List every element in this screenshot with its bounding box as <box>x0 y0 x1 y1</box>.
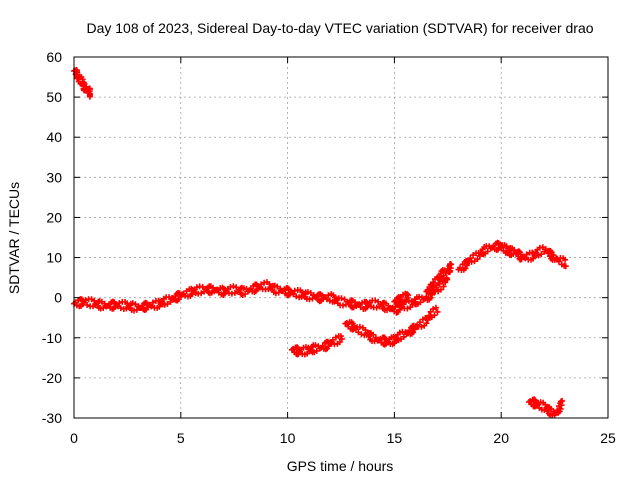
series-marks <box>455 239 569 274</box>
y-tick-label: 50 <box>46 89 62 105</box>
series-marks <box>391 290 412 308</box>
grid-lines <box>74 57 608 418</box>
y-tick-label: 10 <box>46 250 62 266</box>
y-axis-label: SDTVAR / TECUs <box>6 182 22 294</box>
axis-ticks: 0 5 10 15 20 25 -30 -20 -10 0 10 20 30 40 50 60 <box>42 49 616 446</box>
series-track-2 <box>71 274 451 316</box>
y-tick-label: -10 <box>42 330 62 346</box>
y-tick-label: -30 <box>42 410 62 426</box>
x-tick-label: 15 <box>387 430 403 446</box>
series-marks <box>288 333 345 358</box>
x-tick-label: 10 <box>280 430 296 446</box>
x-tick-label: 25 <box>600 430 616 446</box>
y-tick-label: 20 <box>46 209 62 225</box>
x-tick-label: 0 <box>70 430 78 446</box>
series-marks <box>342 304 441 348</box>
y-tick-label: 40 <box>46 129 62 145</box>
series-track-7 <box>455 239 569 274</box>
y-tick-label: 60 <box>46 49 62 65</box>
series-track-3 <box>391 290 412 308</box>
series-marks <box>526 396 566 419</box>
y-tick-label: 0 <box>54 290 62 306</box>
series-track-6 <box>342 304 441 348</box>
series-track-8 <box>526 396 566 419</box>
series-marks <box>71 274 451 316</box>
x-tick-label: 20 <box>493 430 509 446</box>
series-track-5 <box>288 333 345 358</box>
y-tick-label: 30 <box>46 169 62 185</box>
series-marks <box>423 260 455 296</box>
x-axis-label: GPS time / hours <box>287 458 394 474</box>
series-track-4 <box>423 260 455 296</box>
plot-frame <box>73 56 609 419</box>
y-tick-label: -20 <box>42 370 62 386</box>
chart-title: Day 108 of 2023, Sidereal Day-to-day VTE… <box>86 20 593 36</box>
data-series <box>71 67 569 419</box>
x-tick-label: 5 <box>177 430 185 446</box>
